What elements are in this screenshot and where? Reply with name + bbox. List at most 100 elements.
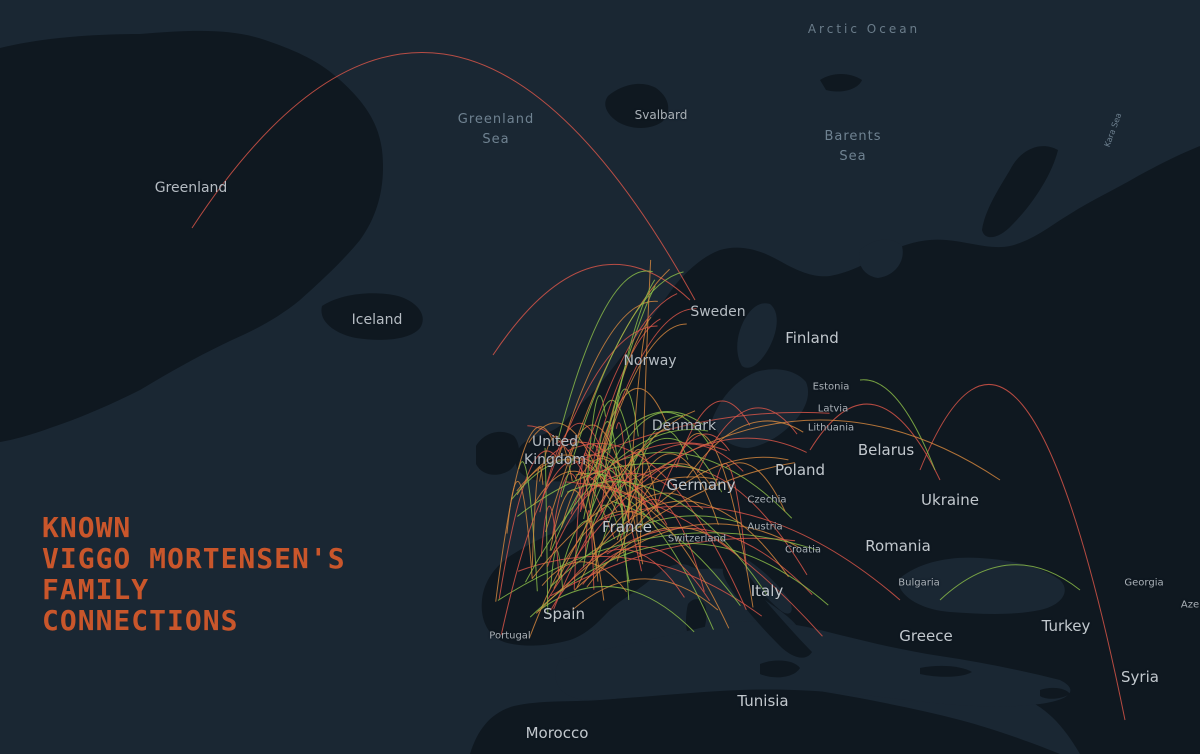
title-line: KNOWN [42, 511, 132, 544]
connection-arc [573, 452, 591, 590]
label-portugal: Portugal [489, 630, 531, 642]
label-united-kingdom: United Kingdom [524, 434, 586, 468]
connection-arc [586, 395, 607, 487]
connection-arc [633, 456, 789, 529]
connection-arc [590, 442, 727, 481]
cyprus [1040, 687, 1070, 699]
label-lithuania: Lithuania [807, 422, 855, 434]
label-finland: Finland [785, 329, 839, 347]
connection-arc [919, 384, 1126, 721]
connection-arc [675, 400, 751, 468]
label-france: France [602, 518, 652, 536]
connection-arc [594, 387, 669, 467]
connection-arc [550, 515, 742, 587]
baltic-sea [712, 369, 809, 448]
label-azerbaijan: Aze [1180, 599, 1200, 611]
connection-arc [556, 270, 653, 444]
crete [920, 665, 972, 677]
connection-arc [497, 532, 818, 601]
connection-arc [588, 308, 697, 497]
connection-arc [584, 509, 595, 590]
connection-arc [554, 439, 626, 508]
connection-arc [624, 429, 689, 522]
connection-arc [603, 323, 687, 453]
map-title: KNOWN VIGGO MORTENSEN'S FAMILY CONNECTIO… [42, 512, 346, 636]
connection-arc [603, 459, 630, 601]
label-latvia: Latvia [817, 403, 849, 415]
title-line: CONNECTIONS [42, 604, 239, 637]
novaya-zemlya [982, 146, 1058, 238]
black-sea [900, 557, 1065, 614]
label-sweden: Sweden [690, 304, 746, 320]
connection-arc [577, 293, 678, 475]
label-germany: Germany [666, 476, 736, 494]
svalbard-landmass [605, 83, 669, 128]
connection-arc [533, 470, 618, 512]
connection-arc [550, 411, 704, 551]
label-italy: Italy [750, 582, 784, 600]
label-denmark: Denmark [651, 418, 717, 434]
label-morocco: Morocco [525, 724, 589, 742]
connection-arc [541, 561, 627, 593]
connection-arc [609, 388, 639, 454]
connection-arc [542, 325, 658, 497]
connection-arc [604, 279, 656, 469]
connection-arc [547, 437, 807, 600]
title-line: VIGGO MORTENSEN'S [42, 542, 346, 575]
connection-arc [809, 403, 941, 481]
label-turkey: Turkey [1041, 617, 1091, 635]
label-switzerland: Switzerland [667, 533, 727, 545]
label-romania: Romania [865, 537, 931, 555]
connection-arc [586, 526, 739, 588]
label-austria: Austria [747, 521, 783, 533]
label-georgia: Georgia [1124, 577, 1164, 589]
label-belarus: Belarus [857, 441, 915, 459]
adriatic-sea [744, 560, 792, 614]
connection-arc [539, 435, 573, 482]
label-poland: Poland [774, 461, 826, 479]
connection-arc [592, 500, 789, 578]
connection-arc [506, 481, 533, 580]
label-greenland-sea: Greenland Sea [457, 112, 535, 147]
connection-arc [572, 578, 719, 611]
connection-arc [549, 489, 605, 601]
connection-arc [558, 300, 658, 457]
africa-landmass [470, 681, 1060, 754]
label-greece: Greece [899, 627, 953, 645]
connection-arc [565, 481, 823, 637]
ireland-landmass [476, 431, 519, 475]
connection-arc [518, 461, 538, 592]
connection-arc [627, 318, 649, 523]
white-sea [858, 239, 903, 278]
connection-arc [567, 442, 747, 611]
connection-arc [529, 510, 646, 639]
label-estonia: Estonia [812, 381, 850, 393]
connection-arc [531, 476, 718, 579]
connection-arc [611, 500, 741, 607]
connection-arc [500, 457, 592, 636]
connection-arc [599, 505, 901, 601]
connection-arc [537, 585, 695, 633]
connection-arc [553, 410, 696, 589]
label-norway: Norway [623, 353, 677, 369]
connection-arc [714, 463, 748, 568]
label-czechia: Czechia [747, 494, 787, 506]
label-arctic-ocean: Arctic Ocean [807, 22, 921, 36]
connection-arc [550, 548, 685, 611]
label-greenland: Greenland [154, 180, 228, 196]
connection-arc [615, 422, 628, 480]
greenland-landmass [0, 30, 384, 443]
connection-arc [495, 426, 554, 602]
connection-arc [540, 505, 560, 579]
connection-arc [539, 422, 617, 513]
label-bulgaria: Bulgaria [898, 577, 940, 589]
connection-arc [859, 379, 936, 471]
title-line: FAMILY [42, 573, 150, 606]
connection-arc [531, 466, 544, 566]
label-tunisia: Tunisia [737, 692, 789, 710]
gulf-of-bothnia [737, 303, 777, 368]
connection-arc [191, 52, 696, 301]
